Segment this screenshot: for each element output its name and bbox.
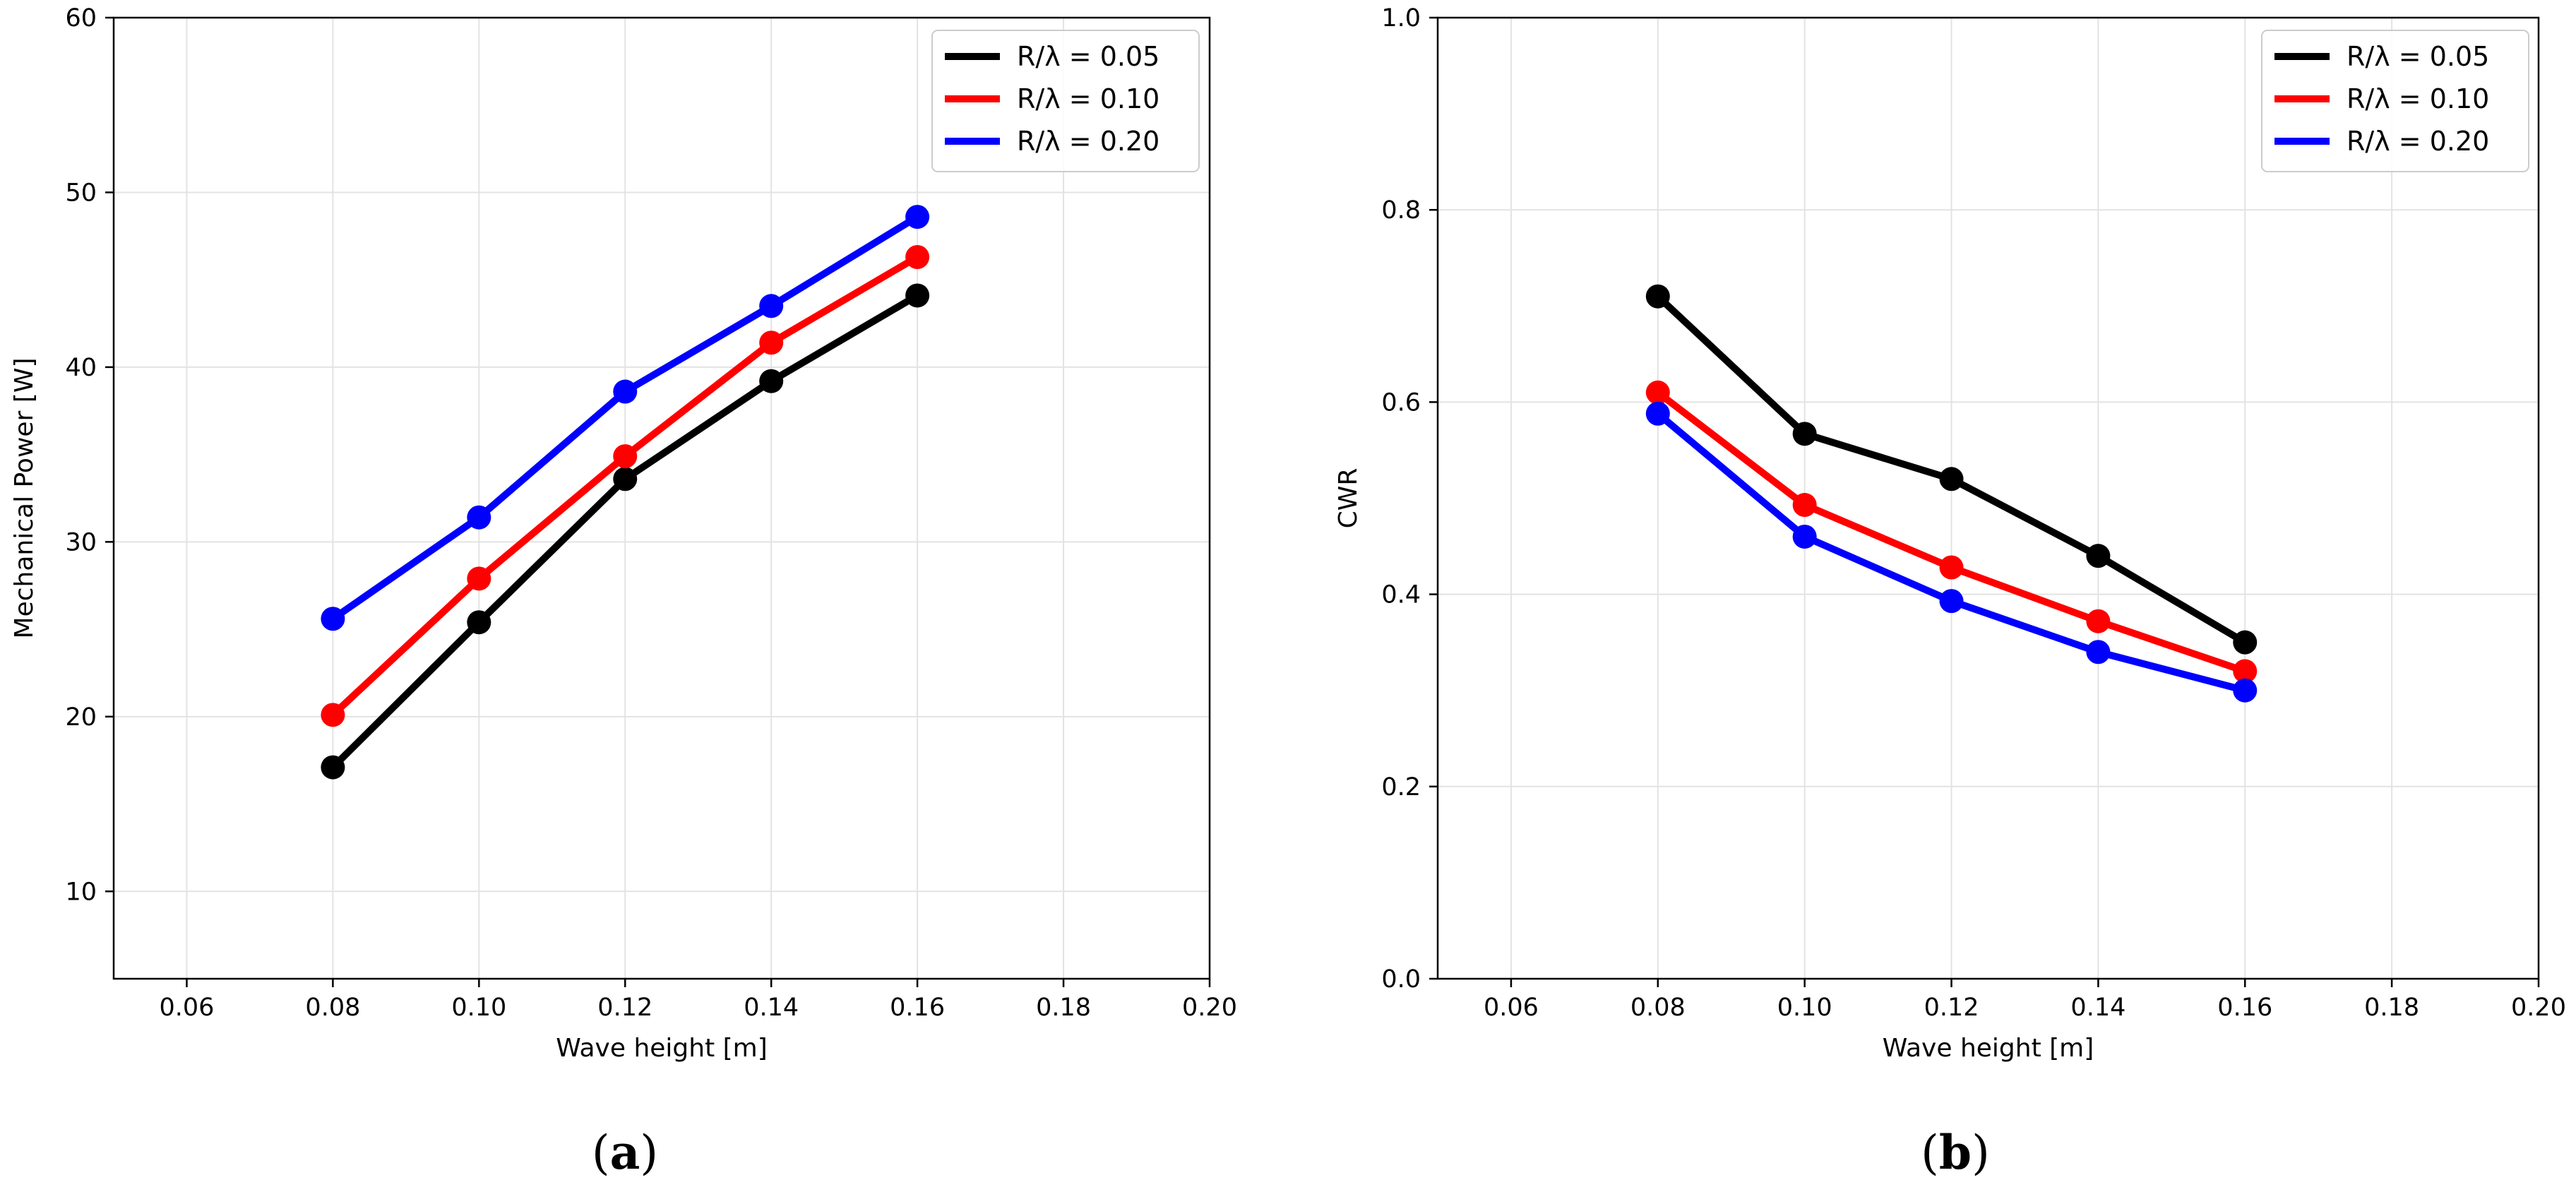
data-point: [1939, 467, 1964, 491]
chart-panel-a: 0.06 0.08 0.10 0.12 0.14 0.16 0.18 0.20 10 20 30 40…: [10, 4, 1237, 1180]
data-point: [613, 444, 638, 469]
data-point: [321, 607, 345, 631]
x-tick-label: 0.16: [890, 994, 945, 1022]
x-tick-label: 0.06: [159, 994, 214, 1022]
x-tick-label: 0.16: [2217, 994, 2272, 1022]
panel-label-letter: a: [610, 1125, 640, 1180]
y-tick-label: 30: [65, 528, 97, 556]
legend-label: R/λ = 0.05: [2347, 41, 2489, 72]
data-point: [467, 566, 491, 591]
panel-label-close-paren: ): [640, 1126, 658, 1180]
data-point: [467, 610, 491, 635]
x-tick-label: 0.14: [744, 994, 799, 1022]
data-point: [2233, 630, 2258, 655]
panel-label: (b): [1921, 1125, 1990, 1180]
data-point: [321, 703, 345, 727]
data-point: [759, 369, 784, 393]
x-tick-label: 0.10: [1777, 994, 1832, 1022]
y-tick-label: 0.2: [1381, 773, 1421, 801]
data-point: [613, 467, 638, 491]
x-tick-label: 0.10: [451, 994, 506, 1022]
data-point: [613, 379, 638, 404]
legend-box: [2261, 30, 2529, 172]
legend-box: [931, 30, 1200, 172]
data-point: [1645, 380, 1670, 405]
x-tick-label: 0.08: [1630, 994, 1686, 1022]
y-tick-label: 0.6: [1381, 388, 1421, 417]
data-point: [467, 505, 491, 530]
y-tick-label: 0.4: [1381, 581, 1421, 609]
x-tick-label: 0.12: [1924, 994, 1979, 1022]
data-point: [321, 755, 345, 780]
y-tick-label: 40: [65, 354, 97, 382]
data-point: [905, 283, 930, 308]
data-point: [1939, 589, 1964, 614]
panel-label-open-paren: (: [592, 1126, 610, 1180]
y-tick-label: 60: [65, 4, 97, 32]
legend-label: R/λ = 0.10: [2347, 83, 2489, 114]
data-point: [2233, 659, 2258, 684]
data-point: [759, 330, 784, 355]
panel-label: (a): [592, 1125, 658, 1180]
x-tick-label: 0.06: [1484, 994, 1539, 1022]
y-tick-label: 0.8: [1381, 196, 1421, 225]
data-point: [1792, 524, 1817, 549]
data-point: [1792, 493, 1817, 518]
legend-label: R/λ = 0.20: [2347, 126, 2489, 157]
data-point: [759, 294, 784, 318]
panel-label-close-paren: ): [1972, 1126, 1990, 1180]
data-point: [1645, 284, 1670, 309]
x-tick-label: 0.12: [597, 994, 652, 1022]
data-point: [1939, 555, 1964, 580]
data-point: [2086, 609, 2111, 633]
y-axis-label: Mechanical Power [W]: [10, 358, 39, 639]
data-point: [2086, 640, 2111, 664]
legend-label: R/λ = 0.10: [1017, 83, 1159, 114]
data-point: [1792, 422, 1817, 446]
data-point: [2086, 544, 2111, 568]
legend-label: R/λ = 0.05: [1017, 41, 1159, 72]
data-point: [905, 205, 930, 230]
x-tick-label: 0.08: [305, 994, 360, 1022]
y-tick-label: 0.0: [1381, 965, 1421, 994]
chart-panel-b: 0.06 0.08 0.10 0.12 0.14 0.16 0.18 0.20 0.0 0.2 0.…: [1334, 4, 2566, 1180]
panel-label-open-paren: (: [1921, 1126, 1939, 1180]
data-point: [1645, 401, 1670, 426]
x-tick-label: 0.20: [2511, 994, 2566, 1022]
x-tick-label: 0.18: [1036, 994, 1091, 1022]
y-tick-label: 50: [65, 179, 97, 207]
y-tick-label: 1.0: [1381, 4, 1421, 32]
panel-label-letter: b: [1939, 1125, 1972, 1180]
y-axis-label: CWR: [1334, 468, 1363, 529]
x-axis-label: Wave height [m]: [556, 1034, 768, 1063]
x-tick-label: 0.14: [2070, 994, 2125, 1022]
axes-frame: [1436, 16, 2540, 980]
y-tick-label: 10: [65, 878, 97, 906]
y-tick-label: 20: [65, 703, 97, 732]
data-point: [2233, 678, 2258, 703]
legend-label: R/λ = 0.20: [1017, 126, 1159, 157]
x-axis-label: Wave height [m]: [1883, 1034, 2094, 1063]
axes-frame: [112, 16, 1211, 980]
x-tick-label: 0.18: [2364, 994, 2419, 1022]
x-tick-label: 0.20: [1182, 994, 1237, 1022]
data-point: [905, 245, 930, 270]
